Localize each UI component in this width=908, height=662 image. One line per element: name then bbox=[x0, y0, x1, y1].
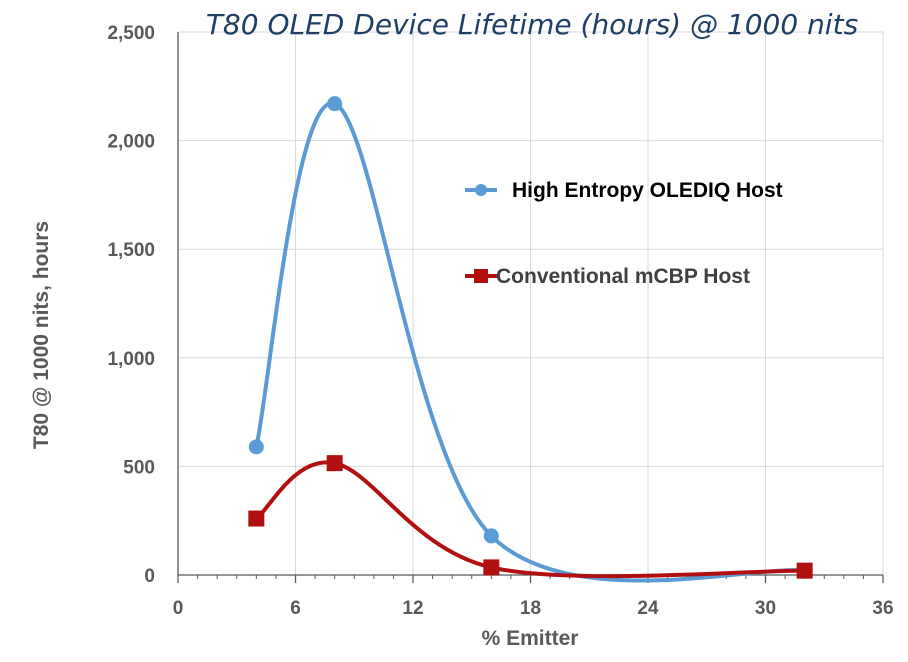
y-axis-label: T80 @ 1000 nits, hours bbox=[30, 221, 53, 449]
legend-label-olediq: High Entropy OLEDIQ Host bbox=[512, 179, 783, 202]
y-tick-label: 2,000 bbox=[107, 132, 155, 153]
x-tick-label: 36 bbox=[872, 598, 893, 619]
series-line-olediq bbox=[254, 101, 807, 583]
legend: High Entropy OLEDIQ Host Conventional mCB… bbox=[465, 179, 783, 288]
y-tick-label: 1,000 bbox=[107, 349, 155, 370]
series-layer bbox=[248, 96, 813, 583]
legend-label-mcbp: Conventional mCBP Host bbox=[496, 265, 750, 288]
x-tick-label: 6 bbox=[290, 598, 301, 619]
data-point-mcbp bbox=[483, 559, 500, 576]
data-point-olediq bbox=[483, 528, 499, 544]
x-axis-label: % Emitter bbox=[482, 627, 579, 650]
legend-marker-olediq bbox=[475, 184, 487, 196]
chart-title: T80 OLED Device Lifetime (hours) @ 1000 … bbox=[206, 8, 858, 41]
y-tick-label: 500 bbox=[123, 457, 155, 478]
data-point-mcbp bbox=[326, 455, 343, 472]
y-tick-label: 0 bbox=[144, 566, 155, 587]
x-tick-label: 18 bbox=[520, 598, 541, 619]
series-line-mcbp bbox=[254, 460, 807, 579]
y-tick-label: 2,500 bbox=[107, 23, 155, 44]
x-tick-label: 12 bbox=[402, 598, 423, 619]
data-point-olediq bbox=[248, 439, 264, 455]
axes: 0 6 12 18 24 30 36 0 500 1,000 1,500 2,000 2,500 bbox=[107, 23, 893, 619]
data-point-mcbp bbox=[796, 562, 813, 579]
data-point-mcbp bbox=[248, 510, 265, 527]
legend-marker-mcbp bbox=[474, 269, 488, 283]
x-tick-label: 0 bbox=[173, 598, 184, 619]
x-tick-label: 30 bbox=[755, 598, 776, 619]
y-tick-label: 1,500 bbox=[107, 240, 155, 261]
x-tick-label: 24 bbox=[637, 598, 659, 619]
grid bbox=[178, 31, 884, 575]
data-point-olediq bbox=[327, 96, 343, 112]
